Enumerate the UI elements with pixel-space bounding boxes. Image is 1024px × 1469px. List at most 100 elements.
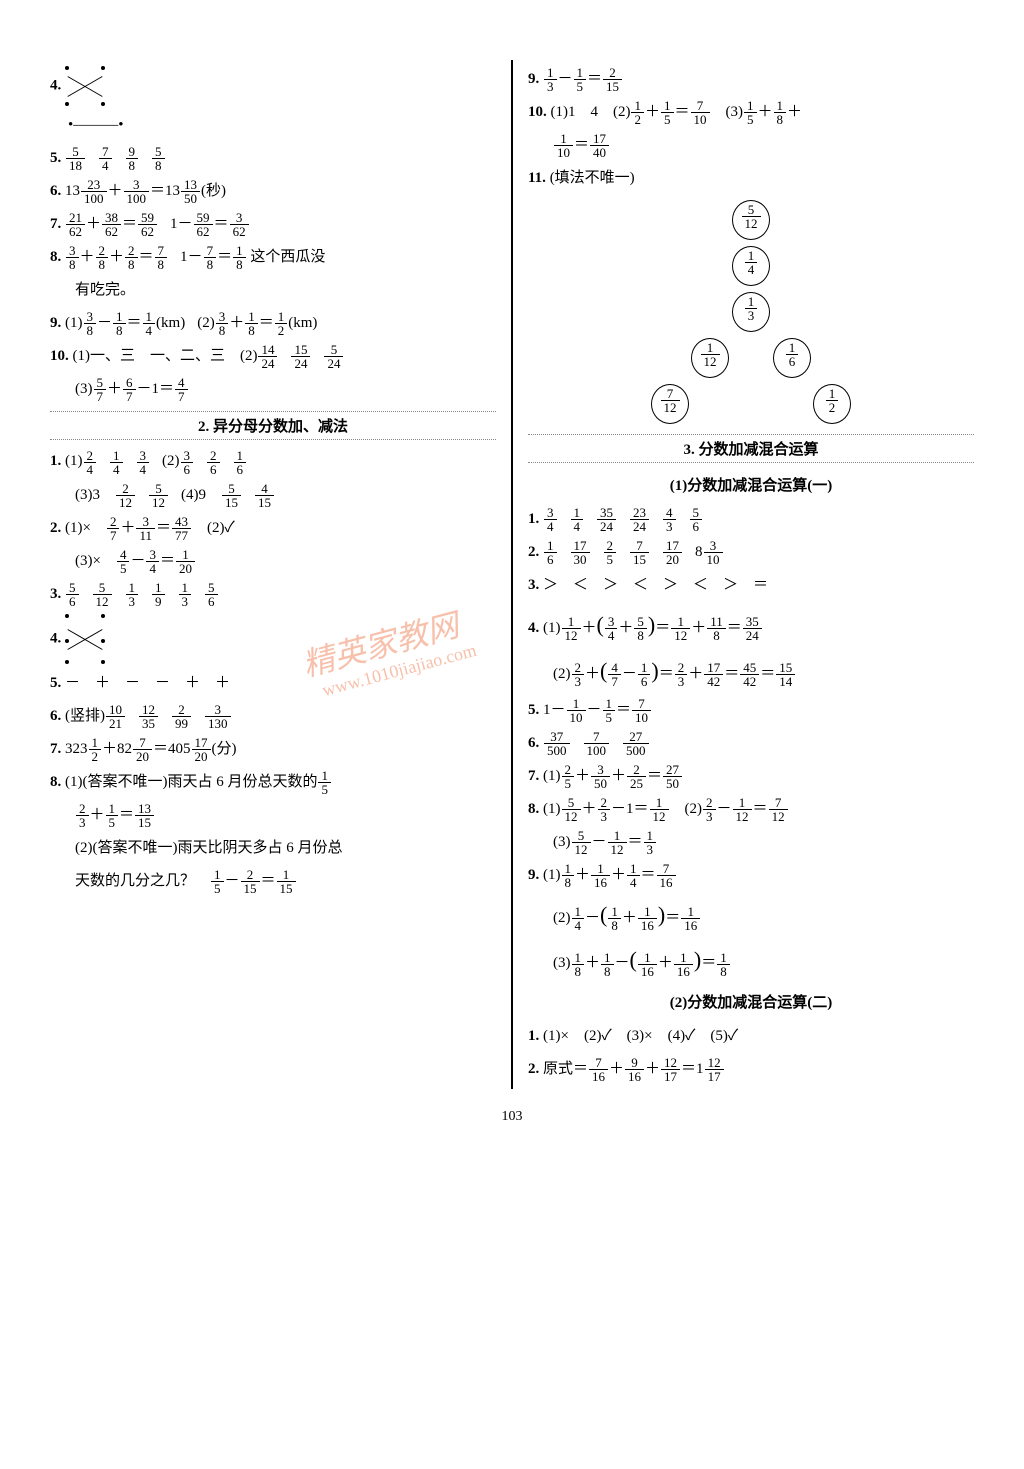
number: 6. bbox=[528, 735, 539, 751]
fraction: 916 bbox=[625, 1056, 644, 1083]
fraction: 13 bbox=[544, 66, 557, 93]
fraction: 4377 bbox=[172, 515, 191, 542]
item-cont: (3)3 212512(4)9 515415 bbox=[75, 482, 496, 509]
item-cont: (2)(答案不唯一)雨天比阴天多占 6 月份总 bbox=[75, 835, 496, 862]
fraction: 23100 bbox=[81, 178, 107, 205]
fraction: 15 bbox=[661, 99, 674, 126]
fraction: 112 bbox=[671, 615, 690, 642]
item: 6. 37500710027500 bbox=[528, 730, 974, 757]
fraction: 1235 bbox=[139, 703, 158, 730]
fraction: 710 bbox=[691, 99, 710, 126]
fraction: 518 bbox=[66, 145, 85, 172]
fraction: 1217 bbox=[661, 1056, 680, 1083]
fraction: 13 bbox=[126, 581, 139, 608]
number: 11. bbox=[528, 170, 546, 186]
fraction: 15 bbox=[574, 66, 587, 93]
fraction: 7100 bbox=[584, 730, 610, 757]
fraction: 120 bbox=[176, 548, 195, 575]
item: 8. 38＋28＋28＝781－78＝18 这个西瓜没 bbox=[50, 244, 496, 271]
section-header-2: 2. 异分母分数加、减法 bbox=[50, 411, 496, 440]
fraction: 5962 bbox=[194, 211, 213, 238]
tree-node: 14 bbox=[732, 246, 770, 286]
fraction: 512 bbox=[93, 581, 112, 608]
fraction: 1720 bbox=[663, 539, 682, 566]
fraction: 23 bbox=[76, 802, 89, 829]
item: 4. (1)112＋(34＋58)＝112＋118＝3524 bbox=[528, 605, 974, 645]
columns: 4. •———• 5. 518749858 6. 1323100＋3100＝13… bbox=[40, 60, 984, 1089]
item: 2. 原式＝716＋916＋1217＝11217 bbox=[528, 1056, 974, 1083]
fraction: 23 bbox=[675, 661, 688, 688]
tree-node: 712 bbox=[651, 384, 689, 424]
item: 3. ＞ ＜ ＞ ＜ ＞ ＜ ＞ ＝ bbox=[528, 572, 974, 599]
item: 1. 3414352423244356 bbox=[528, 506, 974, 533]
fraction: 16 bbox=[544, 539, 557, 566]
left-column: 4. •———• 5. 518749858 6. 1323100＋3100＝13… bbox=[40, 60, 513, 1089]
item: 5. － ＋ － － ＋ ＋ bbox=[50, 670, 496, 697]
fraction: 18 bbox=[601, 951, 614, 978]
page-number: 103 bbox=[40, 1109, 984, 1125]
number: 10. bbox=[50, 348, 69, 364]
item-cont: (3)× 45－34＝120 bbox=[75, 548, 496, 575]
fraction: 18 bbox=[608, 905, 621, 932]
fraction: 12 bbox=[631, 99, 644, 126]
fraction: 116 bbox=[591, 862, 610, 889]
fraction: 23 bbox=[703, 796, 716, 823]
item: 9. 13－15＝215 bbox=[528, 66, 974, 93]
fraction: 15 bbox=[318, 769, 331, 796]
number: 2. bbox=[50, 520, 61, 536]
fraction: 1217 bbox=[705, 1056, 724, 1083]
fraction: 215 bbox=[603, 66, 622, 93]
item-cont: 23＋15＝1315 bbox=[75, 802, 496, 829]
fraction: 112 bbox=[650, 796, 669, 823]
number: 6. bbox=[50, 183, 61, 199]
item: 5. 518749858 bbox=[50, 145, 496, 172]
fraction: 13 bbox=[644, 829, 657, 856]
fraction: 18 bbox=[113, 310, 126, 337]
tree-node: 112 bbox=[691, 338, 729, 378]
fraction: 14 bbox=[143, 310, 156, 337]
number: 7. bbox=[50, 741, 61, 757]
item: 10. (1)1 4 (2)12＋15＝710 (3)15＋18＋ bbox=[528, 99, 974, 126]
fraction: 116 bbox=[674, 951, 693, 978]
fraction: 57 bbox=[94, 376, 107, 403]
fraction: 720 bbox=[133, 736, 152, 763]
fraction: 36 bbox=[181, 449, 194, 476]
fraction: 16 bbox=[638, 661, 651, 688]
fraction: 23 bbox=[572, 661, 585, 688]
tree-diagram: 512 14 13 11216 71212 bbox=[528, 198, 974, 426]
fraction: 110 bbox=[567, 697, 586, 724]
fraction: 18 bbox=[245, 310, 258, 337]
fraction: 512 bbox=[149, 482, 168, 509]
fraction: 1424 bbox=[258, 343, 277, 370]
fraction: 5962 bbox=[138, 211, 157, 238]
page-root: 精英家教网 www.1010jiajiao.com 4. •———• 5. 51… bbox=[0, 0, 1024, 1185]
item: 6. (竖排)102112352993130 bbox=[50, 703, 496, 730]
fraction: 212 bbox=[116, 482, 135, 509]
fraction: 512 bbox=[572, 829, 591, 856]
item: 8. (1)512＋23－1＝112 (2)23－112＝712 bbox=[528, 796, 974, 823]
fraction: 78 bbox=[155, 244, 168, 271]
fraction: 34 bbox=[146, 548, 159, 575]
item: 3. 5651213191356 bbox=[50, 581, 496, 608]
fraction: 47 bbox=[175, 376, 188, 403]
fraction: 3130 bbox=[205, 703, 231, 730]
fraction: 56 bbox=[690, 506, 703, 533]
section-header-3a: (1)分数加减混合运算(一) bbox=[528, 471, 974, 498]
fraction: 16 bbox=[234, 449, 247, 476]
fraction: 311 bbox=[136, 515, 155, 542]
item: 2. (1)× 27＋311＝4377 (2)✓ bbox=[50, 515, 496, 542]
fraction: 38 bbox=[84, 310, 97, 337]
fraction: 38 bbox=[66, 244, 79, 271]
fraction: 712 bbox=[769, 796, 788, 823]
number: 5. bbox=[528, 702, 539, 718]
item: 8. (1)(答案不唯一)雨天占 6 月份总天数的15 bbox=[50, 769, 496, 796]
fraction: 512 bbox=[562, 796, 581, 823]
number: 1. bbox=[528, 511, 539, 527]
fraction: 110 bbox=[554, 132, 573, 159]
number: 9. bbox=[528, 867, 539, 883]
fraction: 74 bbox=[99, 145, 112, 172]
item-cont: 天数的几分之几？ 15－215＝115 bbox=[75, 868, 496, 895]
fraction: 34 bbox=[605, 615, 618, 642]
tree-node: 512 bbox=[732, 200, 770, 240]
fraction: 116 bbox=[638, 905, 657, 932]
